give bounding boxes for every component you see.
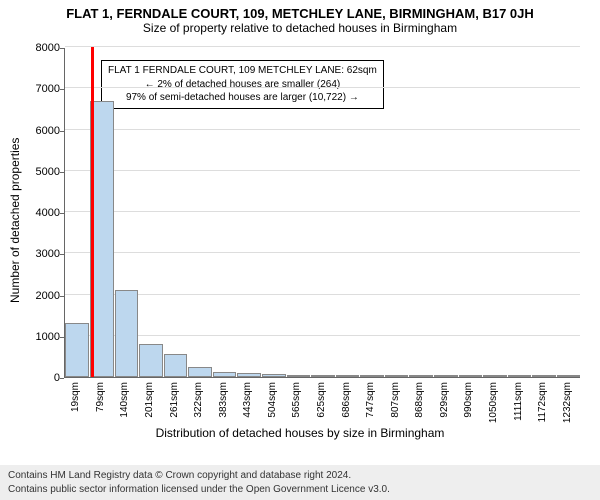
bar — [434, 375, 458, 377]
bar — [139, 344, 163, 377]
x-tick-label: 79sqm — [95, 382, 106, 412]
gridline — [65, 87, 580, 88]
bar — [164, 354, 188, 377]
bar — [262, 374, 286, 377]
gridline — [65, 335, 580, 336]
bar — [557, 375, 581, 377]
x-tick-label: 1050sqm — [488, 382, 499, 423]
x-tick-label: 565sqm — [291, 382, 302, 418]
x-tick-label: 1111sqm — [513, 382, 524, 421]
bar — [532, 375, 556, 377]
bar — [409, 375, 433, 377]
x-tick-label: 747sqm — [365, 382, 376, 418]
x-axis-label: Distribution of detached houses by size … — [0, 426, 600, 440]
page-title: FLAT 1, FERNDALE COURT, 109, METCHLEY LA… — [0, 0, 600, 21]
bar — [65, 323, 89, 377]
gridline — [65, 46, 580, 47]
x-tick-label: 1232sqm — [562, 382, 573, 423]
x-tick-label: 807sqm — [390, 382, 401, 418]
legend-line-2: ← 2% of detached houses are smaller (264… — [108, 78, 377, 92]
bar — [385, 375, 409, 377]
x-tick-label: 990sqm — [463, 382, 474, 418]
legend-box: FLAT 1 FERNDALE COURT, 109 METCHLEY LANE… — [101, 60, 384, 109]
y-tick-label: 7000 — [24, 83, 60, 95]
gridline — [65, 129, 580, 130]
legend-line-1: FLAT 1 FERNDALE COURT, 109 METCHLEY LANE… — [108, 64, 377, 78]
plot-area: FLAT 1 FERNDALE COURT, 109 METCHLEY LANE… — [64, 48, 580, 378]
attribution-line-2: Contains public sector information licen… — [8, 483, 592, 497]
x-tick-label: 322sqm — [193, 382, 204, 418]
attribution-line-1: Contains HM Land Registry data © Crown c… — [8, 469, 592, 483]
y-tick-label: 4000 — [24, 207, 60, 219]
gridline — [65, 170, 580, 171]
bar — [483, 375, 507, 377]
attribution-box: Contains HM Land Registry data © Crown c… — [0, 465, 600, 500]
x-tick-label: 443sqm — [242, 382, 253, 418]
y-axis-label: Number of detached properties — [8, 138, 22, 303]
bar — [360, 375, 384, 377]
gridline — [65, 294, 580, 295]
marker-line — [91, 47, 94, 377]
bar — [311, 375, 335, 377]
y-tick-label: 3000 — [24, 248, 60, 260]
legend-line-3: 97% of semi-detached houses are larger (… — [108, 91, 377, 105]
bar — [115, 290, 139, 377]
x-tick-label: 686sqm — [341, 382, 352, 418]
gridline — [65, 252, 580, 253]
bar — [336, 375, 360, 377]
x-tick-label: 201sqm — [144, 382, 155, 418]
page-subtitle: Size of property relative to detached ho… — [0, 21, 600, 37]
bar — [287, 375, 311, 377]
bar — [213, 372, 237, 377]
y-tick-label: 0 — [24, 372, 60, 384]
x-tick-label: 504sqm — [267, 382, 278, 418]
y-tick-label: 6000 — [24, 125, 60, 137]
bar — [459, 375, 483, 377]
x-tick-label: 1172sqm — [537, 382, 548, 422]
x-tick-label: 929sqm — [439, 382, 450, 418]
gridline — [65, 211, 580, 212]
chart-area: Number of detached properties FLAT 1 FER… — [0, 42, 600, 440]
x-tick-label: 625sqm — [316, 382, 327, 418]
x-tick-label: 261sqm — [169, 382, 180, 418]
y-tick-label: 8000 — [24, 42, 60, 54]
y-tick-label: 2000 — [24, 290, 60, 302]
x-tick-label: 19sqm — [70, 382, 81, 412]
x-tick-label: 383sqm — [218, 382, 229, 418]
bar — [188, 367, 212, 377]
x-tick-label: 140sqm — [119, 382, 130, 418]
bar — [508, 375, 532, 377]
y-tick-label: 5000 — [24, 166, 60, 178]
y-tick-label: 1000 — [24, 331, 60, 343]
bar — [237, 373, 261, 377]
x-tick-label: 868sqm — [414, 382, 425, 418]
